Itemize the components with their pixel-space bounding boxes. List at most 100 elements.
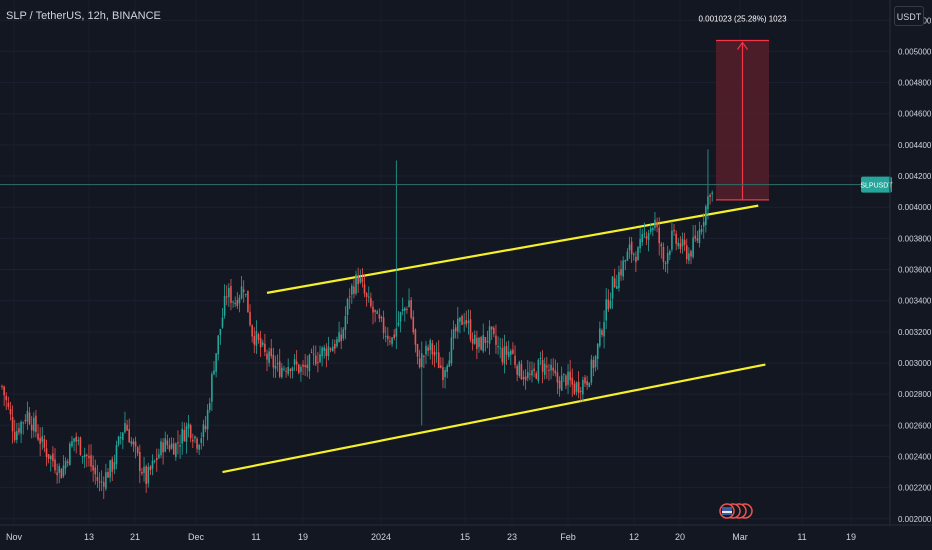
time-axis[interactable]: Nov 13 21 Dec 11 19 2024 15 23 Feb 12 20 Mar 11 19 xyxy=(6,532,856,542)
x-tick-label: 12 xyxy=(629,532,639,542)
candle-body xyxy=(514,355,516,365)
candle-body xyxy=(512,349,514,354)
candle-body xyxy=(54,459,56,471)
candle-body xyxy=(334,343,336,349)
candle-body xyxy=(429,340,432,351)
candle-body xyxy=(524,376,527,381)
candle-body xyxy=(539,357,542,359)
candle-body xyxy=(208,403,211,410)
candle-body xyxy=(164,438,167,452)
candle-body xyxy=(321,347,323,357)
candle-body xyxy=(418,358,421,368)
candle-body xyxy=(707,196,709,210)
candle-body xyxy=(355,274,357,294)
candle-body xyxy=(675,233,677,244)
candle-body xyxy=(478,337,480,348)
candle-body xyxy=(365,293,368,297)
channel-lower-line[interactable] xyxy=(222,363,766,474)
candle-body xyxy=(175,443,177,458)
x-tick-label: 13 xyxy=(84,532,94,542)
candle-body xyxy=(253,336,256,345)
candle-body xyxy=(113,462,116,470)
candle-body xyxy=(698,229,701,244)
candle-body xyxy=(497,346,499,348)
x-tick-label: Dec xyxy=(188,532,205,542)
candle-body xyxy=(520,363,523,380)
x-tick-label: 15 xyxy=(460,532,470,542)
price-axis[interactable]: 0.002000 0.002200 0.002400 0.002600 0.002800… xyxy=(898,16,932,524)
y-tick-label: 0.003400 xyxy=(898,297,932,306)
candle-body xyxy=(24,419,27,422)
candle-body xyxy=(194,436,196,439)
candle-body xyxy=(245,293,247,296)
candle-body xyxy=(669,250,671,255)
candle-body xyxy=(261,342,264,345)
candle-body xyxy=(314,355,317,365)
candle-body xyxy=(370,298,372,307)
candle-body xyxy=(130,441,133,444)
candle-body xyxy=(200,438,203,444)
candle-body xyxy=(204,425,207,430)
candle-body xyxy=(268,351,270,363)
currency-button[interactable]: USDT xyxy=(894,6,924,26)
candle-body xyxy=(679,243,682,250)
candle-body xyxy=(526,372,529,379)
candle-body xyxy=(5,395,8,401)
candle-body xyxy=(573,383,576,394)
candle-body xyxy=(711,192,713,195)
candle-body xyxy=(404,308,406,311)
candle-body xyxy=(338,332,340,342)
candle-body xyxy=(88,455,90,459)
candle-body xyxy=(393,334,395,339)
x-tick-label: 23 xyxy=(507,532,517,542)
candle-body xyxy=(457,318,459,332)
candle-body xyxy=(64,460,67,469)
candle-body xyxy=(94,467,97,475)
candle-body xyxy=(177,442,179,444)
candle-body xyxy=(543,363,546,375)
candle-body xyxy=(626,251,629,261)
candle-body xyxy=(609,300,612,308)
candle-body xyxy=(26,410,29,422)
candle-body xyxy=(342,329,345,339)
candle-body xyxy=(420,353,423,368)
candle-body xyxy=(30,424,33,431)
candle-body xyxy=(22,422,24,424)
candle-body xyxy=(187,423,190,429)
event-badges[interactable] xyxy=(719,503,753,519)
candle-body xyxy=(666,252,669,264)
candle-body xyxy=(149,466,152,471)
y-tick-label: 0.002600 xyxy=(898,421,932,430)
candle-body xyxy=(603,322,605,337)
candle-body xyxy=(495,335,497,345)
candle-body xyxy=(522,376,525,380)
y-tick-label: 0.005000 xyxy=(898,47,932,56)
price-range-measure[interactable]: 0.001023 (25.28%) 1023 xyxy=(698,15,787,201)
channel-upper-line[interactable] xyxy=(266,204,759,294)
x-tick-label: Mar xyxy=(732,532,748,542)
candle-body xyxy=(77,439,80,441)
x-tick-label: 11 xyxy=(797,532,806,542)
candle-body xyxy=(217,335,220,355)
candle-body xyxy=(452,329,455,339)
candle-body xyxy=(291,367,294,371)
candle-body xyxy=(537,359,540,382)
candle-body xyxy=(380,316,383,319)
candle-body xyxy=(442,367,444,381)
candle-body xyxy=(81,456,84,458)
candle-body xyxy=(465,320,468,325)
candle-body xyxy=(185,426,188,442)
candle-body xyxy=(298,364,300,373)
candle-body xyxy=(529,373,531,375)
x-tick-label: 2024 xyxy=(371,532,391,542)
candle-body xyxy=(476,337,478,349)
candle-body xyxy=(683,240,686,245)
candle-body xyxy=(569,371,571,381)
candle-body xyxy=(302,364,304,367)
y-tick-label: 0.002400 xyxy=(898,452,932,461)
candle-body xyxy=(289,369,292,372)
candle-body xyxy=(73,438,75,442)
candle-body xyxy=(531,370,533,376)
candle-body xyxy=(652,227,654,231)
